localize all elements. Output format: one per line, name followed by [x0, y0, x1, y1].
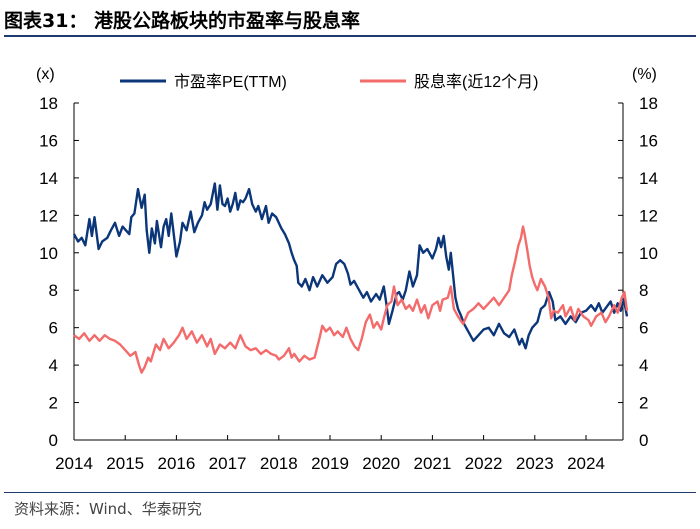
y-left-tick-label: 6 [49, 319, 58, 338]
y-right-tick-label: 10 [639, 244, 658, 263]
x-tick-label: 2015 [106, 454, 144, 473]
y-left-tick-label: 14 [39, 169, 58, 188]
y-left-tick-label: 12 [39, 206, 58, 225]
legend-label: 股息率(近12个月) [414, 73, 538, 91]
y-right-tick-label: 2 [639, 394, 648, 413]
source-note: 资料来源：Wind、华泰研究 [14, 500, 202, 518]
page-title: 图表31： 港股公路板块的市盈率与股息率 [4, 10, 361, 32]
chart-legend: 市盈率PE(TTM) 股息率(近12个月) [120, 73, 538, 91]
footer-rule [4, 492, 696, 493]
x-tick-label: 2018 [260, 454, 298, 473]
chart-axes: 0 2 4 6 8 10 12 14 16 18 0 2 4 6 8 10 12 14 16 18 (x) (%) 2014… [36, 66, 658, 473]
x-tick-label: 2014 [55, 454, 93, 473]
x-tick-label: 2017 [209, 454, 247, 473]
y-right-tick-label: 14 [639, 169, 658, 188]
y-left-tick-label: 18 [39, 94, 58, 113]
y-right-tick-label: 8 [639, 281, 648, 300]
y-left-unit-label: (x) [36, 66, 55, 83]
y-left-tick-label: 16 [39, 131, 58, 150]
y-right-tick-label: 0 [639, 431, 648, 450]
x-tick-label: 2016 [157, 454, 195, 473]
y-left-tick-label: 0 [49, 431, 58, 450]
x-tick-label: 2020 [362, 454, 400, 473]
title-rule [4, 35, 696, 37]
y-left-tick-label: 8 [49, 281, 58, 300]
dividend-yield-line [73, 225, 629, 374]
y-right-tick-label: 16 [639, 131, 658, 150]
x-tick-label: 2024 [567, 454, 605, 473]
y-left-tick-label: 4 [49, 356, 58, 375]
y-right-tick-label: 4 [639, 356, 648, 375]
y-right-tick-label: 18 [639, 94, 658, 113]
y-right-tick-label: 6 [639, 319, 648, 338]
x-tick-label: 2019 [311, 454, 349, 473]
x-tick-label: 2021 [413, 454, 451, 473]
y-right-tick-label: 12 [639, 206, 658, 225]
y-right-unit-label: (%) [632, 66, 657, 83]
chart-series [72, 182, 629, 374]
x-tick-label: 2023 [516, 454, 554, 473]
legend-label: 市盈率PE(TTM) [174, 73, 287, 91]
y-left-tick-label: 2 [49, 394, 58, 413]
pe-ttm-line [72, 182, 629, 350]
x-tick-label: 2022 [465, 454, 503, 473]
y-left-tick-label: 10 [39, 244, 58, 263]
